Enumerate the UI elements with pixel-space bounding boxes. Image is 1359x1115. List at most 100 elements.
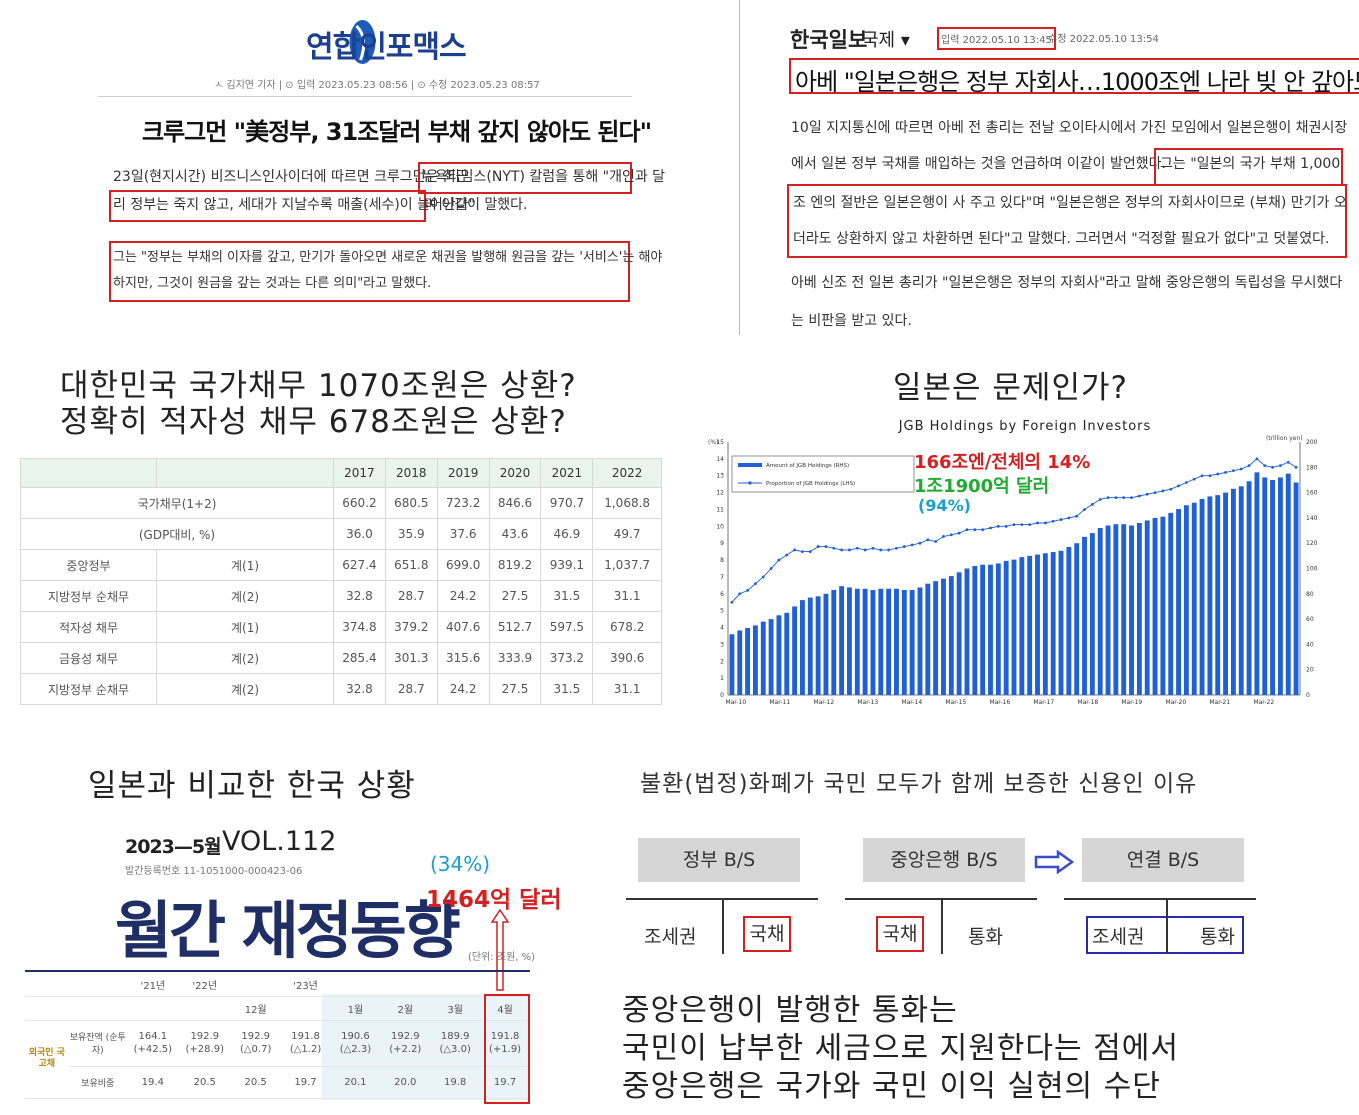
chart-point [1098, 497, 1102, 501]
year-2017: 2017 [333, 458, 386, 488]
chart-bar [1113, 524, 1119, 695]
x-tick-label: Mar-17 [1033, 699, 1054, 706]
chart-bar [768, 619, 774, 695]
chart-point [1231, 469, 1235, 473]
chart-point [973, 528, 977, 532]
japan-heading: 일본은 문제인가? [893, 370, 1128, 406]
chart-bar [1097, 528, 1103, 695]
chart-bar [1003, 560, 1009, 695]
chart-bar [760, 621, 766, 695]
chart-point [738, 592, 742, 596]
chart-bar [886, 588, 892, 695]
left-tick-label: 10 [716, 523, 724, 530]
chart-bar [1254, 472, 1260, 695]
chart-bar [1027, 555, 1033, 695]
chart-point [1208, 474, 1212, 478]
left-tick-label: 6 [720, 591, 724, 598]
us-para1-line2-post: 며 이같이 말했다. [424, 197, 528, 213]
chart-point [910, 543, 914, 547]
chart-bar [1144, 520, 1150, 695]
chart-point [1012, 523, 1016, 527]
korea-debt-table: 2017 2018 2019 2020 2021 2022 국가채무(1+2) … [20, 458, 662, 705]
chart-point [754, 582, 757, 586]
left-tick-label: 12 [716, 490, 724, 497]
chart-bar [1215, 495, 1221, 695]
chart-bar [1121, 524, 1127, 695]
chart-bar [1199, 498, 1205, 695]
compare-heading: 일본과 비교한 한국 상황 [88, 768, 416, 804]
chart-title: JGB Holdings by Foreign Investors [898, 419, 1152, 434]
chart-point [1271, 465, 1274, 469]
left-tick-label: 7 [720, 574, 724, 581]
us-para2-line1: 그는 "정부는 부채의 이자를 갚고, 만기가 돌아오면 새로운 채권을 발행해… [113, 250, 663, 265]
chart-bar [1066, 546, 1072, 695]
unit-label: (단위: 조원, %) [468, 952, 536, 963]
chart-bar [1050, 552, 1056, 695]
chart-point [761, 575, 765, 579]
chart-point [1137, 494, 1141, 498]
chart-point [824, 545, 828, 548]
left-tick-label: 1 [720, 675, 724, 682]
chart-point [1286, 460, 1290, 464]
chart-point [871, 546, 875, 550]
left-tick-label: 8 [720, 557, 724, 564]
monthly-date: 2023—5월 [125, 836, 222, 858]
table-row: 국가채무(1+2) 660.2 680.5 723.2 846.6 970.7 1,068… [20, 487, 662, 519]
left-tick-label: 11 [716, 506, 724, 513]
chart-point [1114, 496, 1118, 500]
chart-bar [964, 568, 970, 695]
chart-bar [1136, 522, 1142, 695]
monthly-table: '21년 '22년 '23년 12월 1월 2월 3월 4월 외국인 국고채 보… [25, 974, 530, 1099]
table-row: 지방정부 순채무 계(2) 32.8 28.7 24.2 27.5 31.5 31.1 [20, 580, 662, 612]
chart-point [965, 528, 969, 532]
chart-point [730, 600, 734, 604]
table-row: 보유비중 19.4 20.5 20.5 19.7 20.1 20.0 19.8 … [25, 1066, 530, 1099]
chart-bar [1160, 516, 1166, 695]
left-tick-label: 2 [720, 658, 724, 665]
chart-bar [1129, 525, 1134, 695]
cons-taxing-power: 조세권 [1092, 926, 1145, 948]
hankook-brand: 한국일보 [790, 28, 868, 52]
chart-point [1083, 508, 1086, 511]
us-article-title: 크루그먼 "美정부, 31조달러 부채 갚지 않아도 된다" [142, 118, 652, 146]
left-tick-label: 15 [716, 439, 724, 446]
left-tick-label: 9 [720, 540, 724, 547]
chart-point [1075, 514, 1079, 518]
jp-line-5: 아베 신조 전 일본 총리가 "일본은행은 정부의 자회사"라고 말해 중앙은행… [791, 275, 1343, 291]
chart-point [855, 546, 859, 550]
us-para2-line2: 하지만, 그것이 원금을 갚는 것과는 다른 의미"라고 말했다. [113, 276, 432, 291]
table-row: 적자성 채무 계(1) 374.8 379.2 407.6 512.7 597.5 678.… [20, 611, 662, 643]
chart-bar [972, 565, 978, 695]
chart-point [1161, 489, 1165, 493]
chart-point [996, 524, 1000, 528]
chart-bar [745, 627, 751, 695]
chart-point [840, 548, 844, 552]
chart-point [832, 546, 836, 550]
left-tick-label: 4 [720, 625, 724, 632]
chart-point [1004, 524, 1008, 528]
chart-point [848, 548, 851, 552]
credit-heading: 불환(법정)화폐가 국민 모두가 함께 보증한 신용인 이유 [640, 771, 1198, 797]
jgb-chart: JGB Holdings by Foreign Investors (%) (t… [708, 419, 1318, 706]
us-para1-line2-hl: 리 정부는 죽지 않고, 세대가 지날수록 매출(세수)이 늘어난다" [113, 197, 476, 213]
x-tick-label: Mar-13 [857, 699, 878, 706]
jp-line-6: 는 비판을 받고 있다. [791, 313, 912, 329]
chart-legend [731, 455, 915, 493]
chart-line [730, 457, 1298, 604]
annotation-166tn-yen: 166조엔/전체의 14% [914, 452, 1090, 473]
chart-point [934, 540, 938, 543]
chart-point [1216, 472, 1220, 476]
chart-bar [839, 586, 845, 695]
section-dropdown[interactable]: 국제 ▾ [862, 30, 910, 51]
chart-point [1247, 464, 1251, 468]
chart-bar [925, 583, 931, 695]
monthly-vol: VOL.112 [222, 826, 337, 857]
chart-bar [831, 590, 837, 695]
chart-point [879, 548, 883, 552]
jp-line-2b: 그는 "일본의 국가 부채 1,000 [1160, 156, 1341, 172]
jp-highlight-box-b [787, 184, 1347, 258]
chart-point [887, 548, 891, 552]
x-tick-label: Mar-20 [1165, 699, 1186, 706]
chart-bar [807, 597, 813, 695]
chart-point [1177, 484, 1180, 488]
